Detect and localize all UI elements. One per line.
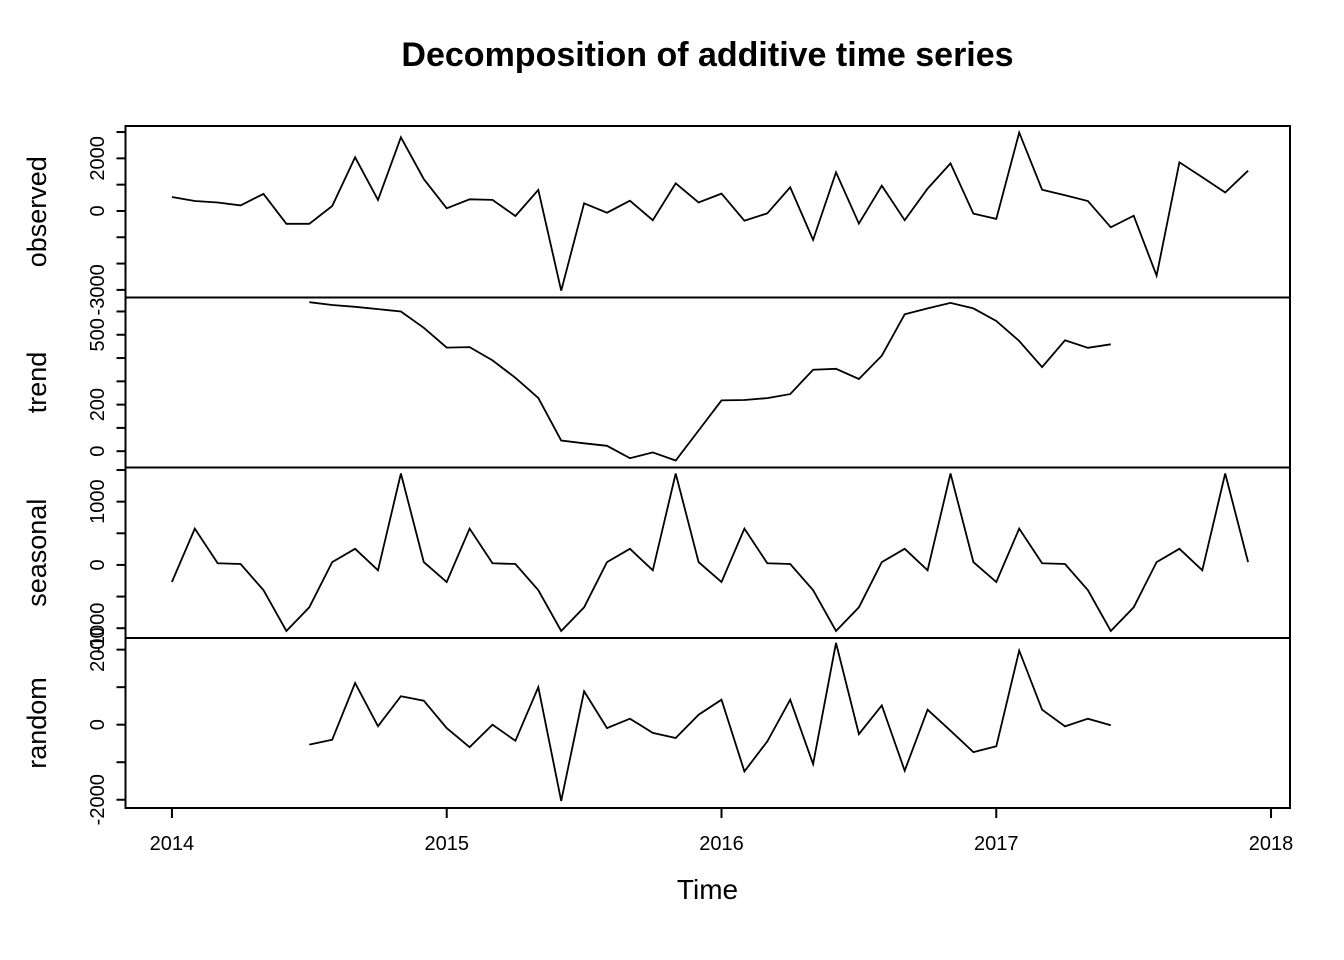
random-y-tick-label: 2000	[87, 627, 109, 672]
observed-y-tick-label: -3000	[87, 264, 109, 315]
seasonal-series-line	[171, 473, 1249, 633]
panel-title-seasonal: seasonal	[22, 499, 52, 607]
observed-y-tick-label: 0	[87, 205, 109, 216]
trend-y-tick-label: 200	[87, 388, 109, 421]
x-tick-label: 2015	[424, 833, 469, 855]
panel-title-observed: observed	[22, 156, 52, 267]
panel-title-random: random	[22, 677, 52, 769]
trend-series-line	[309, 301, 1111, 462]
trend-y-tick-label: 0	[87, 446, 109, 457]
random-panel-box	[124, 637, 1291, 809]
trend-y-tick-label: 500	[87, 318, 109, 351]
seasonal-y-tick-label: 0	[87, 559, 109, 570]
observed-y-tick-label: 2000	[87, 136, 109, 181]
x-tick-label: 2014	[150, 833, 195, 855]
seasonal-y-tick-label: 1000	[87, 479, 109, 524]
x-tick-label: 2018	[1249, 833, 1294, 855]
trend-panel-box	[124, 296, 1291, 469]
observed-series-line	[171, 129, 1249, 291]
panel-title-trend: trend	[22, 352, 52, 414]
observed-panel-box	[124, 125, 1291, 299]
seasonal-panel-box	[124, 466, 1291, 639]
x-tick-label: 2017	[974, 833, 1019, 855]
random-y-tick-label: -2000	[87, 774, 109, 825]
x-tick-label: 2016	[699, 833, 744, 855]
x-axis-title: Time	[676, 874, 739, 905]
seasonal-y-tick-label: -1000	[87, 603, 109, 654]
chart-title: Decomposition of additive time series	[401, 36, 1014, 74]
random-y-tick-label: 0	[87, 719, 109, 730]
random-series-line	[309, 642, 1112, 802]
